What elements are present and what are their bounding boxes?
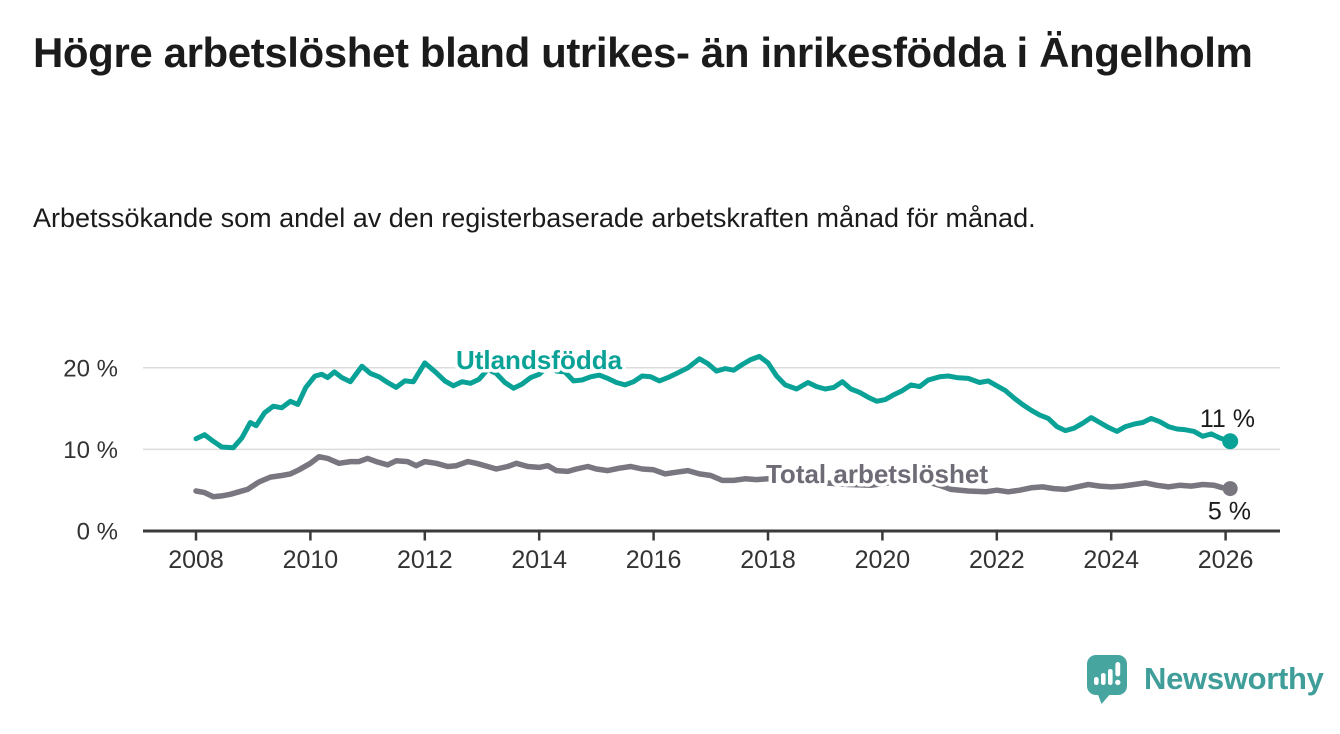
newsworthy-logo-icon [1087,655,1127,704]
x-tick-label: 2022 [969,546,1025,574]
x-tick-label: 2024 [1083,546,1139,574]
x-tick-label: 2014 [511,546,567,574]
x-tick-label: 2008 [168,546,224,574]
page-subtitle: Arbetssökande som andel av den registerb… [33,203,1036,233]
y-tick-label: 0 % [77,519,118,546]
x-tick-label: 2026 [1198,546,1254,574]
series-label-utlandsfodda: Utlandsfödda [456,345,623,375]
unemployment-line-chart: 0 % 10 % 20 % 2008 2010 2012 2014 2016 2018 2020 2… [0,320,1340,600]
end-value-label: 5 % [1208,498,1251,526]
end-dot-utlandsfodda [1222,433,1239,450]
page-title: Högre arbetslöshet bland utrikes- än inr… [33,29,1253,76]
x-tick-label: 2018 [740,546,796,574]
x-tick-label: 2020 [855,546,911,574]
series-line-total [193,453,1233,500]
series-line-utlandsfodda [193,353,1233,451]
series-label-total: Total arbetslöshet [766,459,988,489]
brand-footer: Newsworthy [1085,653,1324,705]
x-tick-label: 2016 [626,546,682,574]
chart-canvas: 0 % 10 % 20 % 2008 2010 2012 2014 2016 2018 2020 2… [63,342,1280,574]
end-dot-total [1222,481,1238,497]
brand-name: Newsworthy [1144,661,1324,696]
x-tick-label: 2010 [283,546,339,574]
end-value-label: 11 % [1200,405,1255,433]
x-tick-label: 2012 [397,546,453,574]
y-tick-label: 10 % [63,437,118,464]
y-tick-label: 20 % [63,355,118,382]
